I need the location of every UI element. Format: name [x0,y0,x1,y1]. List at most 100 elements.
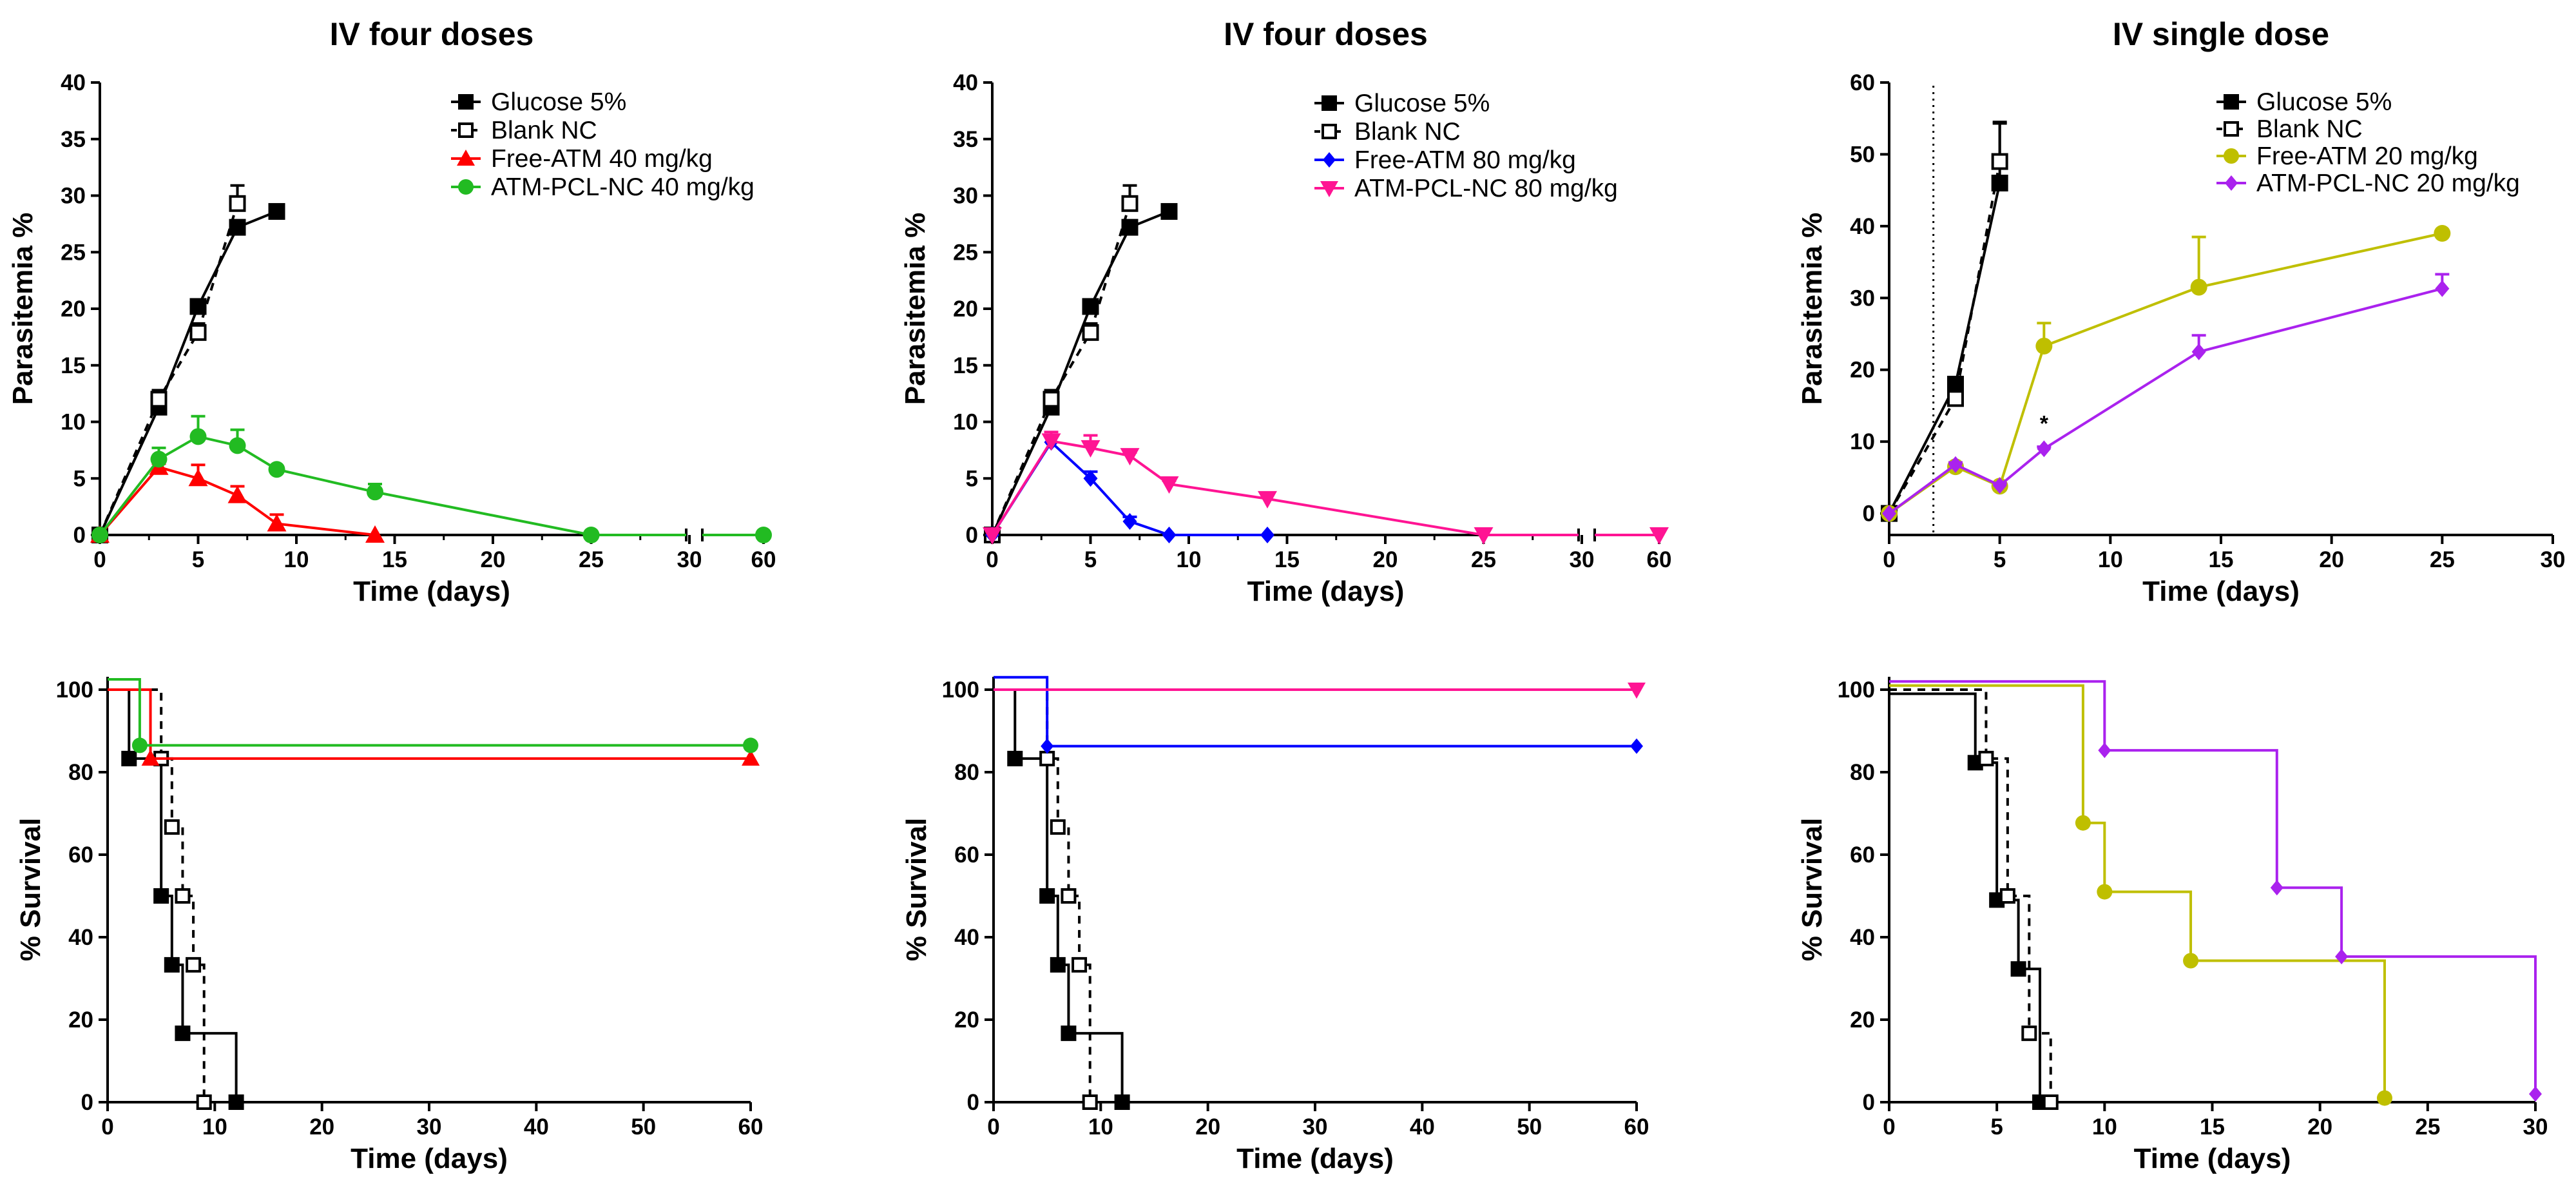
x-axis-label: Time (days) [1247,576,1405,607]
x-tick-label: 20 [2307,1114,2332,1140]
x-tick-label: 5 [1994,547,2006,572]
y-axis-label: Parasitemia % [7,213,39,405]
x-tick-label: 40 [1410,1114,1435,1140]
x-tick-label: 60 [751,547,776,572]
series-glucose-5- [108,688,244,1110]
series-line [991,440,1579,536]
data-point [1992,477,2007,494]
legend-marker [2224,94,2239,110]
event-marker [1978,750,1994,766]
legend-marker [1320,181,1338,197]
chart-title: IV single dose [2113,16,2329,52]
legend-marker [1323,152,1336,168]
x-tick-label: 15 [1274,547,1300,572]
event-marker [2098,743,2111,759]
series-line [99,203,239,536]
y-tick-label: 100 [1838,677,1875,703]
survival-step-line [1889,688,2052,1102]
x-tick-label: 10 [284,547,309,572]
data-point [1947,376,1964,393]
data-point [2190,278,2207,296]
survival-step-line [1889,684,2386,1098]
event-marker [1039,750,1055,766]
data-point [188,469,208,487]
y-tick-label: 80 [954,760,979,785]
y-tick-label: 20 [954,1007,979,1033]
data-point [1260,527,1274,543]
legend-label: Free-ATM 40 mg/kg [491,145,713,173]
data-point [1947,390,1964,407]
x-tick-label: 20 [1373,547,1398,572]
y-tick-label: 80 [1850,760,1875,785]
data-point [1120,448,1140,466]
data-point [1948,456,1963,473]
y-tick-label: 40 [954,925,979,950]
x-tick-label: 5 [1990,1114,2003,1140]
y-tick-label: 30 [953,184,978,209]
event-marker [196,1094,212,1110]
event-marker [1050,957,1066,973]
y-tick-label: 60 [954,842,979,868]
y-tick-label: 40 [953,70,978,95]
data-point [1122,512,1137,530]
data-point [268,203,285,220]
series-line [1888,232,2443,515]
series-glucose-5- [984,203,1178,543]
series-free-atm-80-mg-kg [994,675,1643,754]
data-point [189,428,207,445]
significance-asterisk: * [2040,411,2049,436]
y-tick-label: 10 [61,410,86,435]
y-tick-label: 35 [61,127,86,152]
event-marker [2376,1090,2392,1106]
y-tick-label: 60 [1850,70,1875,95]
series-glucose-5- [994,688,1130,1110]
chart-panel-3: IV single dose 0 5 10 15 20 25 30 0 10 20 30 40 50 60 T… [1796,16,2565,607]
x-tick-label: 5 [192,547,204,572]
series-blank-nc [1889,688,2059,1110]
legend-marker [458,179,474,195]
x-tick-label: 50 [631,1114,656,1140]
x-tick-label: 50 [1517,1114,1542,1140]
legend-marker [458,122,474,138]
legend-marker [2224,148,2239,164]
chart-panel-2: IV four doses 0 5 10 15 20 25 30 60 0 5 10 15 20 25 30 3… [899,16,1671,607]
data-point [1121,195,1139,212]
data-point [582,527,600,543]
legend-marker [458,94,474,110]
survival-step-line [108,688,206,1102]
data-point [1649,527,1669,545]
y-tick-label: 25 [953,240,978,265]
y-tick-label: 25 [61,240,86,265]
chart-panel-6: 0 5 10 15 20 25 30 0 20 40 60 80 100 Time (days) % Sur… [1796,677,2548,1174]
event-marker [153,888,169,904]
series-blank-nc [1881,121,2008,522]
y-tick-label: 0 [73,523,86,548]
x-tick-label: 0 [1883,1114,1895,1140]
series-free-atm-20-mg-kg [1889,684,2392,1106]
y-tick-label: 0 [81,1090,93,1115]
data-point [268,461,285,478]
event-marker [228,1094,244,1110]
data-point [1043,391,1060,408]
series-glucose-5- [1881,122,2008,522]
data-point [1083,470,1098,487]
data-point [229,195,246,212]
y-tick-label: 40 [68,925,93,950]
x-tick-label: 10 [1088,1114,1113,1140]
data-point [150,391,168,408]
data-point [755,527,772,543]
event-marker [164,957,180,973]
event-marker [1039,888,1055,904]
series-atm-pcl-nc-80-mg-kg [983,431,1669,545]
data-point [267,514,287,532]
event-marker [2043,1094,2059,1110]
event-marker [2183,953,2199,969]
survival-step-line [1889,692,2042,1102]
x-tick-label: 10 [202,1114,227,1140]
legend-label: Blank NC [1354,118,1461,146]
x-tick-label: 60 [1624,1114,1649,1140]
